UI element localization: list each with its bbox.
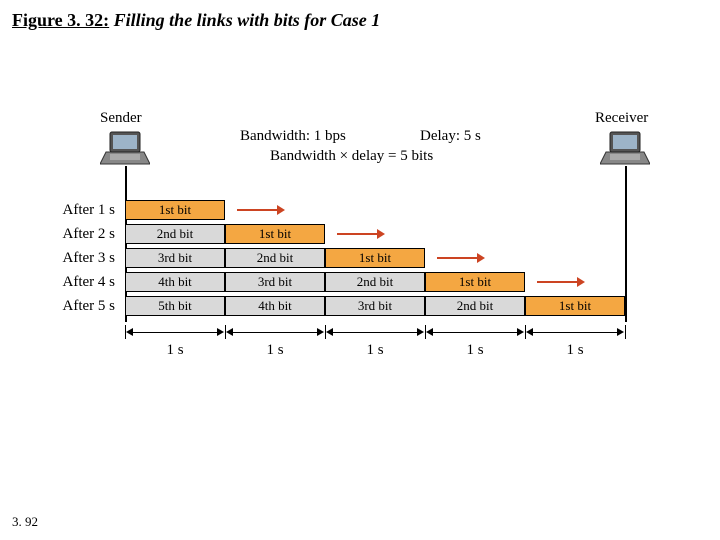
laptop-receiver-icon — [600, 130, 650, 166]
bit-cell: 2nd bit — [425, 296, 525, 316]
scale-label: 1 s — [525, 342, 625, 359]
laptop-sender-icon — [100, 130, 150, 166]
scale-arrow-left — [426, 328, 433, 336]
bit-cell: 3rd bit — [325, 296, 425, 316]
bit-cell-first: 1st bit — [425, 272, 525, 292]
scale-arrow-left — [126, 328, 133, 336]
sender-label: Sender — [100, 110, 142, 127]
product-label: Bandwidth × delay = 5 bits — [270, 148, 433, 165]
bit-cell: 2nd bit — [125, 224, 225, 244]
scale-segment — [332, 332, 418, 333]
diagram-area: SenderReceiverBandwidth: 1 bpsDelay: 5 s… — [60, 130, 660, 430]
bit-cell-first: 1st bit — [525, 296, 625, 316]
scale-label: 1 s — [425, 342, 525, 359]
receiver-bar — [625, 166, 627, 322]
row-label: After 2 s — [55, 226, 115, 243]
figure-number: Figure 3. 32: — [12, 10, 109, 30]
scale-segment — [232, 332, 318, 333]
scale-tick — [625, 325, 626, 339]
scale-label: 1 s — [125, 342, 225, 359]
scale-label: 1 s — [325, 342, 425, 359]
row-label: After 3 s — [55, 250, 115, 267]
bit-cell-first: 1st bit — [225, 224, 325, 244]
propagation-arrow — [337, 233, 377, 235]
bit-cell: 5th bit — [125, 296, 225, 316]
scale-arrow-right — [517, 328, 524, 336]
bit-cell: 4th bit — [125, 272, 225, 292]
bit-cell: 2nd bit — [225, 248, 325, 268]
row-label: After 1 s — [55, 202, 115, 219]
scale-arrow-right — [317, 328, 324, 336]
bandwidth-label: Bandwidth: 1 bps — [240, 128, 346, 145]
figure-title: Figure 3. 32: Filling the links with bit… — [12, 10, 380, 31]
scale-segment — [532, 332, 618, 333]
scale-label: 1 s — [225, 342, 325, 359]
bit-cell: 4th bit — [225, 296, 325, 316]
delay-label: Delay: 5 s — [420, 128, 481, 145]
scale-arrow-right — [417, 328, 424, 336]
bit-cell-first: 1st bit — [125, 200, 225, 220]
scale-arrow-right — [217, 328, 224, 336]
propagation-arrow — [537, 281, 577, 283]
scale-arrow-left — [326, 328, 333, 336]
figure-caption: Filling the links with bits for Case 1 — [114, 10, 381, 30]
row-label: After 5 s — [55, 298, 115, 315]
scale-segment — [132, 332, 218, 333]
row-label: After 4 s — [55, 274, 115, 291]
page-number: 3. 92 — [12, 514, 38, 530]
scale-segment — [432, 332, 518, 333]
scale-arrow-left — [226, 328, 233, 336]
receiver-label: Receiver — [595, 110, 648, 127]
scale-arrow-left — [526, 328, 533, 336]
bit-cell-first: 1st bit — [325, 248, 425, 268]
bit-cell: 3rd bit — [225, 272, 325, 292]
bit-cell: 2nd bit — [325, 272, 425, 292]
propagation-arrow — [437, 257, 477, 259]
scale-arrow-right — [617, 328, 624, 336]
bit-cell: 3rd bit — [125, 248, 225, 268]
propagation-arrow — [237, 209, 277, 211]
